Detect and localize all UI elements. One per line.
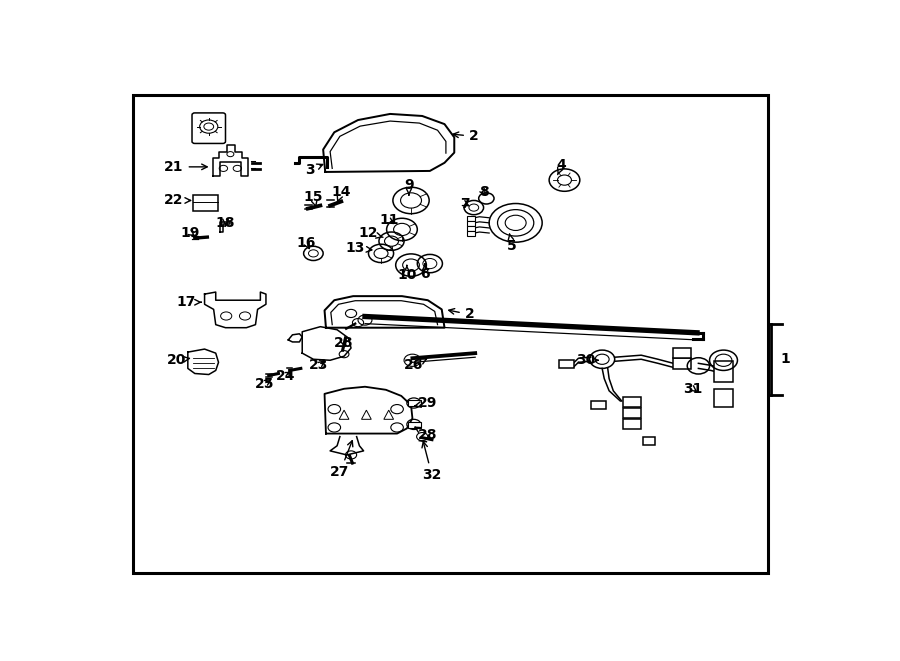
Text: 9: 9 xyxy=(404,178,414,195)
Bar xyxy=(673,358,691,369)
Bar xyxy=(193,196,218,211)
Text: 20: 20 xyxy=(167,353,190,368)
Text: 2: 2 xyxy=(453,130,479,143)
Text: 30: 30 xyxy=(576,353,598,368)
Text: 5: 5 xyxy=(508,234,517,253)
Bar xyxy=(714,362,734,381)
Bar xyxy=(623,397,641,407)
Bar xyxy=(559,360,574,368)
Text: 24: 24 xyxy=(275,369,295,383)
Text: 2: 2 xyxy=(449,307,474,321)
Text: 25: 25 xyxy=(255,377,274,391)
Bar xyxy=(623,419,641,430)
Text: 11: 11 xyxy=(379,214,399,227)
Text: 19: 19 xyxy=(181,226,201,240)
FancyBboxPatch shape xyxy=(192,113,226,143)
Text: 28: 28 xyxy=(415,427,437,442)
Bar xyxy=(467,231,475,236)
Text: 15: 15 xyxy=(303,190,323,207)
Bar xyxy=(714,389,734,407)
Text: 3: 3 xyxy=(305,163,322,177)
Bar xyxy=(467,221,475,226)
Text: 18: 18 xyxy=(216,216,235,230)
Text: 29: 29 xyxy=(415,396,437,410)
Text: 27: 27 xyxy=(330,441,353,479)
Text: 22: 22 xyxy=(164,194,191,208)
Text: 1: 1 xyxy=(780,352,790,366)
Text: 23: 23 xyxy=(310,358,328,372)
Bar xyxy=(673,348,691,358)
Bar xyxy=(623,408,641,418)
Text: 6: 6 xyxy=(420,264,430,281)
Bar xyxy=(467,226,475,231)
Text: 12: 12 xyxy=(358,226,383,240)
Bar xyxy=(409,400,421,406)
Bar xyxy=(643,437,655,445)
Bar xyxy=(591,401,607,409)
Bar xyxy=(409,422,421,428)
Text: 8: 8 xyxy=(479,185,489,200)
Text: 31: 31 xyxy=(683,382,703,396)
Text: 10: 10 xyxy=(397,266,417,282)
Text: 16: 16 xyxy=(297,236,316,251)
Text: 17: 17 xyxy=(176,295,201,309)
Text: 28: 28 xyxy=(334,336,354,350)
Bar xyxy=(467,215,475,221)
Text: 4: 4 xyxy=(557,158,567,175)
Text: 7: 7 xyxy=(461,197,470,211)
Text: 14: 14 xyxy=(331,185,351,202)
Text: 26: 26 xyxy=(404,358,427,372)
Text: 13: 13 xyxy=(346,241,372,255)
Text: 21: 21 xyxy=(164,160,207,174)
Text: 32: 32 xyxy=(422,442,442,483)
